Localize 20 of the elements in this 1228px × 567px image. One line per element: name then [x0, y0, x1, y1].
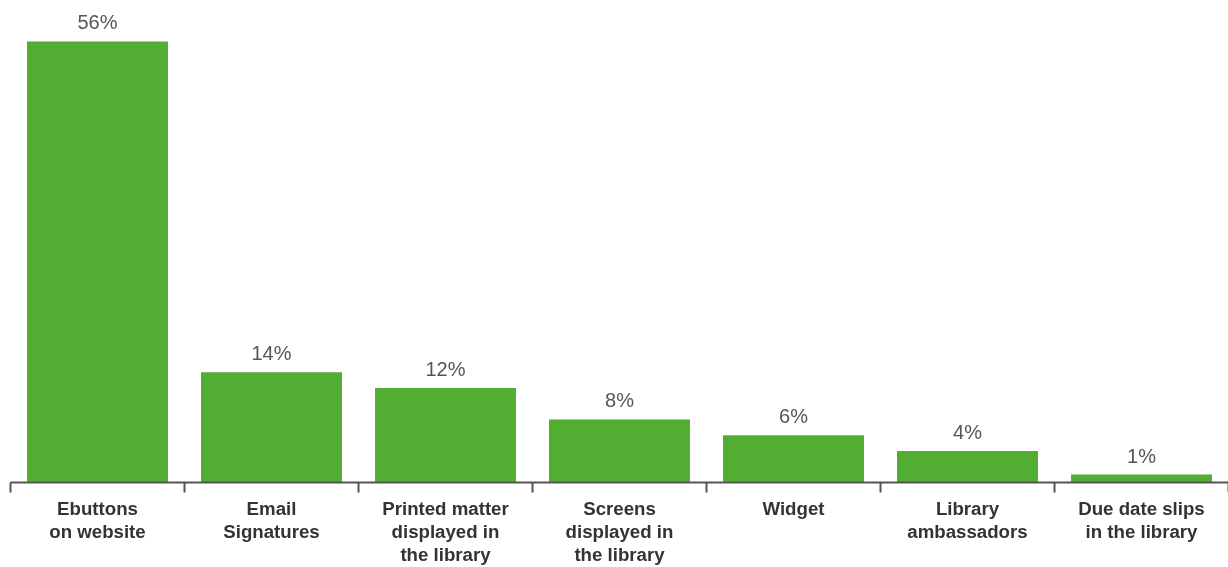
x-tick-label: Widget	[762, 497, 825, 519]
data-label: 6%	[779, 405, 809, 428]
bar	[27, 41, 168, 483]
data-label: 56%	[77, 11, 118, 34]
data-label: 8%	[605, 389, 635, 412]
x-tick-label: Ebuttons on website	[49, 497, 146, 542]
bar	[723, 435, 864, 483]
bar	[375, 387, 516, 483]
x-tick-label: Email Signatures	[223, 497, 320, 542]
x-tick-label: Printed matter displayed in the library	[382, 497, 509, 565]
data-label: 12%	[425, 357, 466, 380]
bar	[201, 372, 342, 483]
x-tick-label: Screens displayed in the library	[565, 497, 674, 565]
data-label: 14%	[251, 342, 292, 365]
x-tick-label: Due date slips in the library	[1078, 497, 1205, 542]
data-label: 1%	[1127, 444, 1157, 467]
bar	[897, 450, 1038, 483]
bar	[549, 419, 690, 483]
x-tick-label: Library ambassadors	[907, 497, 1028, 542]
data-label: 4%	[953, 420, 983, 443]
